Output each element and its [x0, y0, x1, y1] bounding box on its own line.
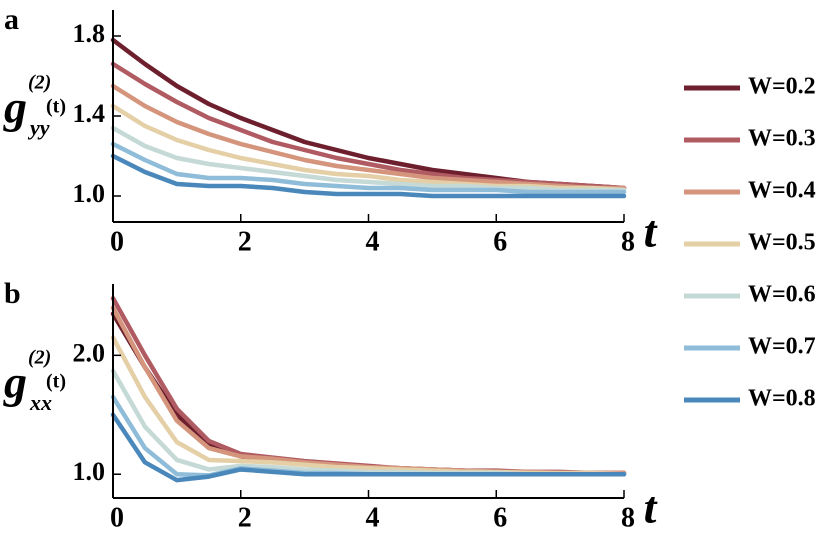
x-tick-label: 6 [493, 226, 507, 257]
series-line [110, 125, 627, 193]
panel-label: a [4, 3, 19, 36]
series-line [110, 83, 627, 191]
y-label-sub: xx [29, 390, 52, 415]
y-tick-label: 1.0 [73, 179, 106, 208]
x-tick-label: 8 [621, 226, 635, 257]
x-tick-label: 8 [621, 502, 635, 533]
x-tick-label: 4 [366, 502, 380, 533]
x-axis-label: t [644, 482, 658, 533]
x-tick-label: 2 [238, 502, 252, 533]
y-label-sup: (2) [28, 346, 51, 368]
legend-label: W=0.7 [748, 334, 816, 360]
y-tick-label: 1.8 [73, 19, 106, 48]
y-tick-label: 1.0 [73, 457, 106, 486]
series-line [110, 141, 627, 195]
y-label-main: g [3, 356, 27, 407]
x-tick-label: 4 [366, 226, 380, 257]
y-label-arg: (t) [46, 370, 66, 392]
legend-label: W=0.3 [748, 126, 816, 152]
legend-label: W=0.2 [748, 74, 816, 100]
y-label-arg: (t) [46, 95, 66, 117]
y-label-sup: (2) [28, 71, 51, 93]
legend-label: W=0.4 [748, 178, 816, 204]
x-tick-label: 0 [110, 502, 124, 533]
legend-label: W=0.8 [748, 386, 816, 412]
y-label-main: g [3, 81, 27, 132]
x-axis-label: t [644, 206, 658, 257]
y-label-sub: yy [27, 115, 50, 140]
series-line [110, 335, 627, 477]
legend-label: W=0.6 [748, 282, 816, 308]
x-tick-label: 2 [238, 226, 252, 257]
y-tick-label: 2.0 [73, 338, 106, 367]
series-line [110, 412, 627, 483]
x-tick-label: 6 [493, 502, 507, 533]
series-line [110, 153, 627, 199]
legend-label: W=0.5 [748, 230, 816, 256]
y-tick-label: 1.4 [73, 99, 106, 128]
panel-label: b [4, 277, 21, 310]
x-tick-label: 0 [110, 226, 124, 257]
